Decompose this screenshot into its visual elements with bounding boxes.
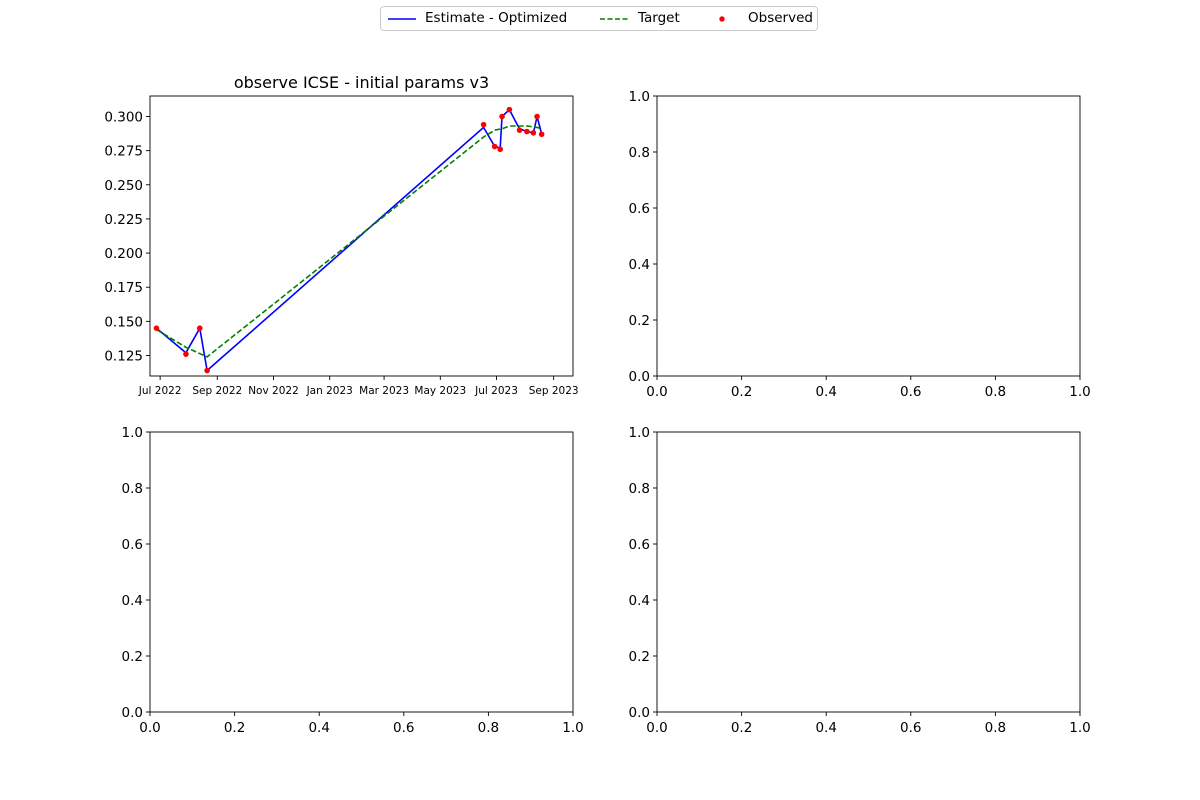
x-tick-label: 0.2	[224, 720, 245, 736]
data-point-observed	[480, 121, 487, 128]
axes-frame	[656, 95, 1081, 377]
data-point-observed	[183, 351, 189, 357]
data-point-observed	[538, 131, 545, 138]
x-tick-label: 0.4	[815, 384, 836, 400]
legend-symbol-estimate	[388, 18, 416, 20]
x-tick-label: 0.8	[985, 720, 1006, 736]
data-point-observed	[524, 128, 530, 135]
y-tick-label: 0.8	[122, 481, 143, 497]
series-line-target	[156, 125, 542, 358]
subplot-top-left: observe ICSE - initial params v3 0.125 0.1…	[104, 73, 578, 397]
x-tick-label: 0.4	[308, 720, 329, 736]
y-tick-label: 0.0	[629, 369, 650, 385]
legend-symbol-observed	[719, 16, 725, 22]
y-tick-label: 0.175	[104, 280, 143, 296]
y-tick-label: 0.200	[104, 246, 143, 262]
y-tick-label: 1.0	[122, 425, 143, 441]
x-tick-label: 0.0	[139, 720, 160, 736]
axes-frame	[149, 431, 574, 713]
legend-label-target: Target	[638, 10, 680, 26]
x-tick-label: May 2023	[414, 385, 466, 397]
x-tick-label: 0.6	[900, 720, 921, 736]
series-line-estimate-optimized	[155, 108, 543, 372]
y-tick-label: 0.150	[104, 314, 143, 330]
data-point-observed	[534, 113, 540, 120]
subplot-top-right: 0.0 0.2 0.4 0.6 0.8 1.0 0.0 0.2 0.4 0.6 0.8 1.0	[629, 89, 1091, 400]
subplot-bottom-left: 0.0 0.2 0.4 0.6 0.8 1.0 0.0 0.2 0.4 0.6 0.8 1.0	[122, 425, 584, 736]
x-tick-label: 1.0	[1069, 720, 1090, 736]
y-tick-label: 0.2	[629, 313, 650, 329]
x-tick-label: 1.0	[1069, 384, 1090, 400]
y-tick-label: 0.2	[629, 649, 650, 665]
y-tick-label: 0.8	[629, 481, 650, 497]
x-tick-label: Jan 2023	[306, 385, 353, 397]
y-tick-label: 0.125	[104, 349, 143, 365]
data-point-observed	[491, 143, 498, 150]
data-point-observed	[196, 325, 203, 331]
x-tick-label: 0.6	[393, 720, 414, 736]
y-tick-label: 0.6	[122, 537, 143, 553]
data-point-observed	[499, 113, 505, 120]
chart-title: observe ICSE - initial params v3	[234, 73, 489, 92]
y-tick-label: 0.275	[104, 144, 143, 160]
x-tick-label: 0.4	[815, 720, 836, 736]
x-tick-label: Sep 2023	[529, 385, 579, 397]
y-tick-label: 0.4	[629, 593, 650, 609]
legend-symbol-target	[600, 18, 628, 20]
figure-legend: Estimate - Optimized Target Observed	[380, 6, 818, 31]
data-point-observed	[497, 146, 503, 153]
data-point-observed	[516, 127, 523, 133]
y-tick-label: 0.225	[104, 212, 143, 228]
y-tick-label: 0.300	[104, 109, 143, 125]
y-tick-label: 0.6	[629, 201, 650, 217]
x-tick-label: Mar 2023	[359, 385, 409, 397]
y-tick-label: 1.0	[629, 89, 650, 105]
y-tick-label: 0.4	[629, 257, 650, 273]
y-tick-label: 0.4	[122, 593, 143, 609]
y-tick-label: 0.8	[629, 145, 650, 161]
data-point-observed	[153, 325, 160, 331]
y-tick-label: 0.0	[629, 705, 650, 721]
y-tick-label: 0.250	[104, 178, 143, 194]
x-tick-label: Sep 2022	[192, 385, 242, 397]
x-tick-label: Nov 2022	[248, 385, 299, 397]
x-tick-label: 0.8	[478, 720, 499, 736]
x-tick-label: 0.0	[646, 720, 667, 736]
y-tick-label: 0.6	[629, 537, 650, 553]
y-tick-label: 0.0	[122, 705, 143, 721]
legend-label-estimate: Estimate - Optimized	[425, 10, 568, 26]
legend-label-observed: Observed	[748, 10, 813, 26]
x-tick-label: 0.2	[731, 384, 752, 400]
y-tick-label: 1.0	[629, 425, 650, 441]
x-tick-label: Jul 2022	[138, 385, 182, 397]
x-tick-label: 0.0	[646, 384, 667, 400]
data-point-observed	[204, 367, 210, 374]
x-tick-label: 0.8	[985, 384, 1006, 400]
x-tick-label: Jul 2023	[474, 385, 518, 397]
x-tick-label: 0.6	[900, 384, 921, 400]
x-tick-label: 0.2	[731, 720, 752, 736]
axes-frame	[656, 431, 1081, 713]
y-tick-label: 0.2	[122, 649, 143, 665]
data-point-observed	[506, 106, 513, 113]
x-tick-label: 1.0	[562, 720, 583, 736]
axes-frame	[149, 95, 574, 377]
data-point-observed	[530, 130, 537, 136]
subplot-bottom-right: 0.0 0.2 0.4 0.6 0.8 1.0 0.0 0.2 0.4 0.6 0.8 1.0	[629, 425, 1091, 736]
